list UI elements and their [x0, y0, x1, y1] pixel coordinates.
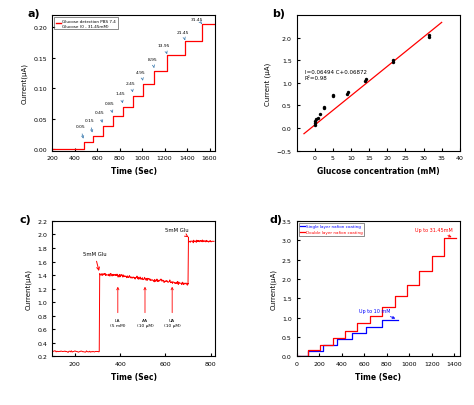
Double layer nafion coating [441, 237, 447, 241]
Double layer nafion coating [392, 305, 397, 309]
Double layer nafion coating [367, 313, 373, 318]
Point [362, 77, 370, 83]
Text: a): a) [27, 9, 40, 19]
Text: b): b) [272, 9, 285, 19]
Text: 2.45: 2.45 [126, 82, 136, 92]
Double layer nafion coating [294, 354, 300, 359]
Text: 5mM Glu: 5mM Glu [82, 251, 106, 270]
Single layer nafion coating [364, 331, 369, 336]
Text: 21.45: 21.45 [176, 31, 189, 40]
Double layer nafion coating [330, 342, 336, 347]
Y-axis label: Current(μA): Current(μA) [270, 269, 276, 309]
Line: Double layer nafion coating: Double layer nafion coating [297, 239, 456, 356]
Point [314, 115, 322, 122]
Y-axis label: Current(μA): Current(μA) [25, 269, 32, 309]
Point [329, 94, 337, 100]
Single layer nafion coating [320, 343, 326, 348]
Double layer nafion coating [404, 283, 410, 288]
Double layer nafion coating [342, 335, 348, 340]
Text: UA
(10 μM): UA (10 μM) [164, 288, 181, 327]
Point [316, 111, 324, 118]
Double layer nafion coating [305, 354, 311, 359]
Double layer nafion coating [330, 335, 336, 340]
Double layer nafion coating [429, 269, 435, 274]
Text: 8.95: 8.95 [147, 58, 157, 68]
Point [344, 90, 351, 96]
Y-axis label: Current(μA): Current(μA) [21, 63, 28, 104]
Double layer nafion coating [404, 294, 410, 299]
Text: 5mM Glu: 5mM Glu [165, 228, 189, 237]
Double layer nafion coating [342, 329, 348, 334]
Text: 0.15: 0.15 [85, 119, 95, 132]
Single layer nafion coating [395, 318, 401, 322]
Point [329, 93, 337, 99]
Point [389, 59, 396, 66]
Text: AA
(10 μM): AA (10 μM) [137, 288, 154, 327]
Single layer nafion coating [334, 343, 340, 348]
Legend: Single layer nafion coating, Double layer nafion coating: Single layer nafion coating, Double laye… [299, 224, 365, 236]
Text: Up to 10 mM: Up to 10 mM [358, 308, 394, 319]
Text: 4.95: 4.95 [136, 70, 146, 81]
Text: c): c) [19, 215, 31, 225]
Single layer nafion coating [379, 318, 385, 322]
Double layer nafion coating [417, 283, 422, 288]
Double layer nafion coating [318, 348, 323, 353]
Text: LA
(5 mM): LA (5 mM) [110, 288, 126, 327]
Point [313, 117, 320, 123]
Single layer nafion coating [349, 337, 355, 342]
Double layer nafion coating [379, 313, 385, 318]
Point [425, 34, 433, 41]
Double layer nafion coating [392, 294, 397, 299]
Single layer nafion coating [320, 349, 326, 354]
Double layer nafion coating [417, 269, 422, 274]
Point [311, 121, 319, 127]
Double layer nafion coating [318, 342, 323, 347]
Single layer nafion coating [305, 349, 311, 354]
Double layer nafion coating [454, 237, 459, 241]
Double layer nafion coating [305, 348, 311, 353]
Point [311, 122, 319, 129]
Text: 1.45: 1.45 [116, 92, 126, 103]
X-axis label: Time (Sec): Time (Sec) [110, 166, 157, 175]
Double layer nafion coating [379, 305, 385, 309]
Legend: Glucose detection PBS 7.4
Glucose (0 - 31.45mM): Glucose detection PBS 7.4 Glucose (0 - 3… [54, 18, 118, 30]
Single layer nafion coating [349, 331, 355, 336]
Double layer nafion coating [355, 329, 360, 334]
Double layer nafion coating [355, 321, 360, 326]
Single layer nafion coating [379, 325, 385, 330]
Text: 13.95: 13.95 [158, 44, 170, 54]
X-axis label: Glucose concentration (mM): Glucose concentration (mM) [317, 166, 439, 175]
Single layer nafion coating [395, 318, 401, 322]
Double layer nafion coating [454, 237, 459, 241]
Single layer nafion coating [334, 337, 340, 342]
Point [320, 104, 328, 111]
Text: 0.45: 0.45 [95, 111, 105, 123]
Double layer nafion coating [441, 254, 447, 258]
Text: Up to 31.45mM: Up to 31.45mM [415, 227, 453, 237]
Single layer nafion coating [294, 354, 300, 359]
Y-axis label: Current (μA): Current (μA) [265, 62, 271, 105]
Double layer nafion coating [429, 254, 435, 258]
X-axis label: Time (Sec): Time (Sec) [110, 372, 157, 381]
X-axis label: Time (Sec): Time (Sec) [355, 372, 401, 381]
Text: d): d) [269, 215, 282, 225]
Line: Single layer nafion coating: Single layer nafion coating [297, 320, 398, 356]
Single layer nafion coating [305, 354, 311, 359]
Point [389, 58, 397, 64]
Point [362, 79, 369, 85]
Point [311, 119, 319, 125]
Point [320, 106, 328, 112]
Point [344, 91, 351, 98]
Double layer nafion coating [367, 321, 373, 326]
Text: 0.85: 0.85 [105, 102, 115, 113]
Single layer nafion coating [364, 325, 369, 330]
Text: 0.05: 0.05 [75, 125, 85, 139]
Text: 31.45: 31.45 [191, 17, 203, 24]
Text: I=0.06494 C+0.06872
R²=0.98: I=0.06494 C+0.06872 R²=0.98 [305, 70, 367, 81]
Point [426, 33, 433, 39]
